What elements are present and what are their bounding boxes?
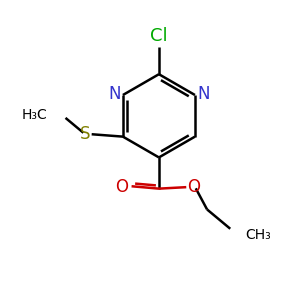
Text: O: O xyxy=(187,178,200,196)
Text: H₃C: H₃C xyxy=(21,108,47,122)
Text: CH₃: CH₃ xyxy=(245,228,271,242)
Text: N: N xyxy=(108,85,121,103)
Text: O: O xyxy=(116,178,129,196)
Text: N: N xyxy=(197,85,209,103)
Text: S: S xyxy=(80,125,90,143)
Text: Cl: Cl xyxy=(150,27,168,45)
